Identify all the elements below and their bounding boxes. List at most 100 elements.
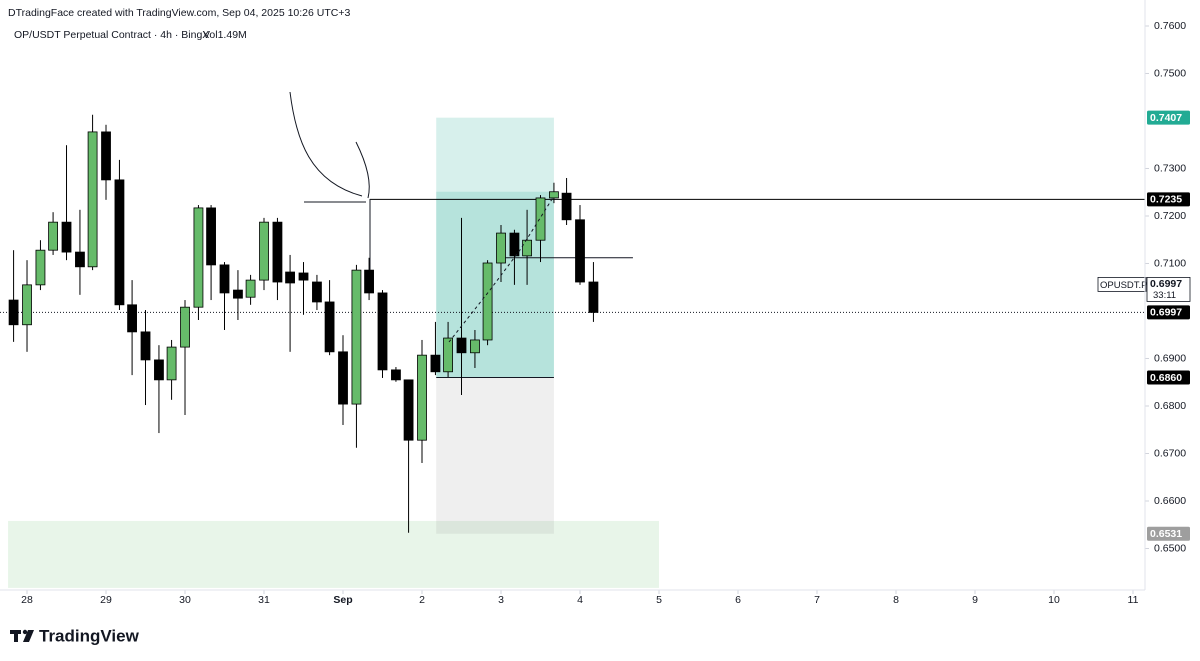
candle-body bbox=[140, 331, 151, 361]
candle-body bbox=[509, 232, 520, 257]
countdown-text: 33:11 bbox=[1153, 290, 1176, 301]
candle-body bbox=[338, 351, 348, 405]
candle-body bbox=[166, 346, 177, 381]
symbol-text: OPUSDT.P bbox=[1100, 280, 1148, 291]
header: DTradingFace created with TradingView.co… bbox=[8, 7, 350, 19]
candle-body bbox=[206, 207, 216, 266]
candle-body bbox=[127, 304, 137, 333]
x-tick-label: 28 bbox=[21, 594, 33, 606]
x-tick-label: 11 bbox=[1128, 594, 1139, 606]
candle-body bbox=[245, 279, 256, 298]
x-tick-label: 5 bbox=[656, 594, 662, 606]
level-label-text: 0.7235 bbox=[1150, 194, 1182, 206]
target-label bbox=[1147, 110, 1190, 125]
candle-body bbox=[8, 299, 19, 326]
y-tick-label: 0.6800 bbox=[1154, 400, 1186, 412]
y-tick-label: 0.7100 bbox=[1154, 257, 1186, 269]
entry-label-text: 0.6860 bbox=[1150, 372, 1182, 384]
symbol-box bbox=[1097, 277, 1147, 292]
candle-body bbox=[430, 354, 441, 373]
volume: Vol1.49M bbox=[203, 29, 247, 41]
x-tick-label: 10 bbox=[1048, 594, 1060, 606]
stop-label-text: 0.6531 bbox=[1150, 528, 1182, 540]
position-progress bbox=[436, 191, 554, 378]
candle-body bbox=[48, 221, 58, 251]
candle-body bbox=[22, 284, 32, 326]
chart-title: OP/USDT Perpetual Contract · 4h · BingX bbox=[14, 29, 209, 41]
position-path bbox=[448, 195, 555, 343]
candle-body bbox=[298, 272, 309, 281]
footer-brand: TradingView bbox=[39, 626, 140, 645]
candle-body bbox=[470, 339, 480, 354]
demand-zone bbox=[8, 520, 660, 588]
last-price-label bbox=[1147, 305, 1190, 320]
x-tick-label: Sep bbox=[333, 594, 352, 606]
logo-mark bbox=[22, 629, 28, 635]
candle-body bbox=[351, 269, 362, 405]
candle-body bbox=[496, 232, 506, 264]
x-tick-label: 6 bbox=[735, 594, 741, 606]
candle-body bbox=[482, 262, 493, 341]
candle-body bbox=[233, 289, 243, 299]
stop-label bbox=[1147, 526, 1190, 541]
candle-body bbox=[180, 306, 190, 348]
candle-body bbox=[272, 221, 283, 283]
candle-body bbox=[561, 192, 572, 221]
position-stop bbox=[436, 377, 554, 534]
candle-body bbox=[193, 207, 204, 308]
candle-body bbox=[456, 337, 467, 354]
candle-body bbox=[312, 281, 322, 303]
last-price-label-text: 0.6997 bbox=[1150, 307, 1182, 319]
drawings bbox=[289, 91, 555, 343]
candle-body bbox=[61, 221, 72, 253]
candle-body bbox=[219, 264, 230, 294]
freehand-curve bbox=[289, 91, 363, 197]
candle-body bbox=[391, 369, 401, 381]
x-tick-label: 7 bbox=[814, 594, 820, 606]
position-target bbox=[436, 117, 554, 378]
price-countdown-box bbox=[1146, 277, 1191, 302]
candle-body bbox=[535, 197, 546, 241]
candle-body bbox=[549, 191, 559, 199]
y-tick-label: 0.7500 bbox=[1154, 67, 1186, 79]
y-tick-label: 0.6900 bbox=[1154, 352, 1186, 364]
y-tick-label: 0.6700 bbox=[1154, 447, 1186, 459]
candle-body bbox=[522, 239, 532, 257]
y-tick-label: 0.7200 bbox=[1154, 210, 1186, 222]
x-tick-label: 4 bbox=[577, 594, 583, 606]
x-tick-label: 31 bbox=[258, 594, 270, 606]
entry-label bbox=[1147, 370, 1190, 385]
candle-body bbox=[75, 251, 85, 268]
candle-body bbox=[114, 179, 125, 306]
candle-body bbox=[101, 131, 111, 181]
candle-body bbox=[417, 354, 427, 441]
x-tick-label: 8 bbox=[893, 594, 899, 606]
x-tick-label: 9 bbox=[972, 594, 978, 606]
candle-body bbox=[324, 301, 335, 353]
plot-area bbox=[0, 114, 1145, 588]
candle-body bbox=[588, 281, 599, 313]
candle-body bbox=[364, 269, 374, 294]
candle-body bbox=[154, 359, 164, 381]
y-tick-label: 0.7600 bbox=[1154, 20, 1186, 32]
price-text: 0.6997 bbox=[1150, 278, 1182, 290]
candle-body bbox=[443, 337, 453, 373]
x-tick-label: 3 bbox=[498, 594, 504, 606]
overlay: 0.7600 0.7500 0.7300 0.7200 0.7100 0.6900 0.68… bbox=[21, 20, 1191, 606]
candle-body bbox=[403, 379, 414, 441]
logo-mark bbox=[14, 630, 18, 642]
freehand-curve bbox=[355, 141, 370, 199]
candle-body bbox=[87, 131, 98, 268]
candle-body bbox=[35, 249, 46, 286]
level-label bbox=[1147, 192, 1190, 207]
y-tick-label: 0.6600 bbox=[1154, 495, 1186, 507]
y-tick-label: 0.6500 bbox=[1154, 542, 1186, 554]
logo-mark bbox=[23, 630, 34, 642]
target-label-text: 0.7407 bbox=[1150, 112, 1182, 124]
x-tick-label: 30 bbox=[179, 594, 191, 606]
y-tick-label: 0.7300 bbox=[1154, 162, 1186, 174]
candle-body bbox=[285, 271, 295, 284]
x-tick-label: 2 bbox=[419, 594, 425, 606]
x-tick-label: 29 bbox=[100, 594, 112, 606]
